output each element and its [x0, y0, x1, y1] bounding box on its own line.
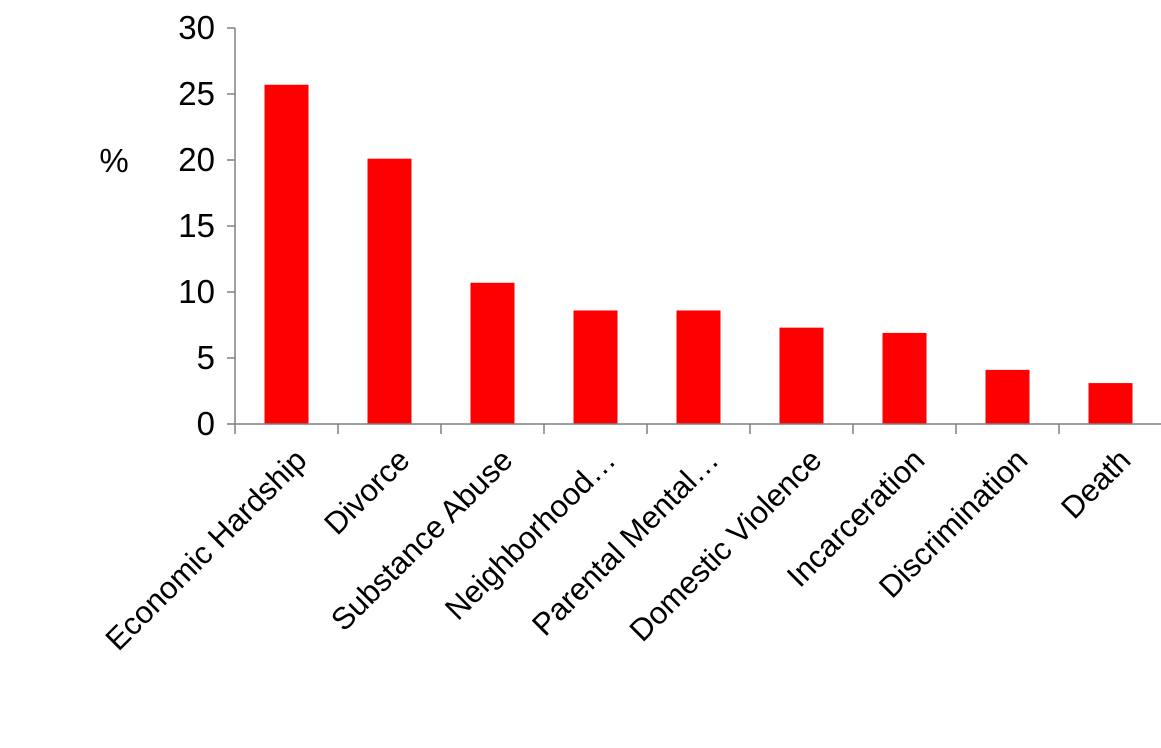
bar: [985, 369, 1030, 424]
bar: [676, 310, 721, 424]
bar: [573, 310, 618, 424]
y-tick-label: 20: [178, 141, 215, 178]
y-tick-label: 30: [178, 9, 215, 46]
bar: [470, 282, 515, 424]
y-tick-label: 0: [197, 405, 215, 442]
y-axis-label: %: [99, 142, 128, 179]
bar: [264, 84, 309, 424]
y-tick-label: 25: [178, 75, 215, 112]
plot-area: [264, 84, 1133, 424]
y-tick-label: 5: [197, 339, 215, 376]
x-category-label: Divorce: [317, 442, 416, 541]
bar: [882, 332, 927, 424]
y-tick-label: 10: [178, 273, 215, 310]
x-category-label: Death: [1054, 442, 1137, 525]
bar: [779, 327, 824, 424]
bar: [1088, 383, 1133, 424]
bar: [367, 158, 412, 424]
x-category-label: Economic Hardship: [99, 442, 314, 657]
y-axis: 0 5 10 15 20 25 30: [178, 9, 236, 442]
x-category-label: Parental Mental…: [525, 442, 725, 642]
y-tick-label: 15: [178, 207, 215, 244]
x-category-label: Domestic Violence: [623, 442, 829, 648]
x-category-label: Substance Abuse: [324, 442, 519, 637]
